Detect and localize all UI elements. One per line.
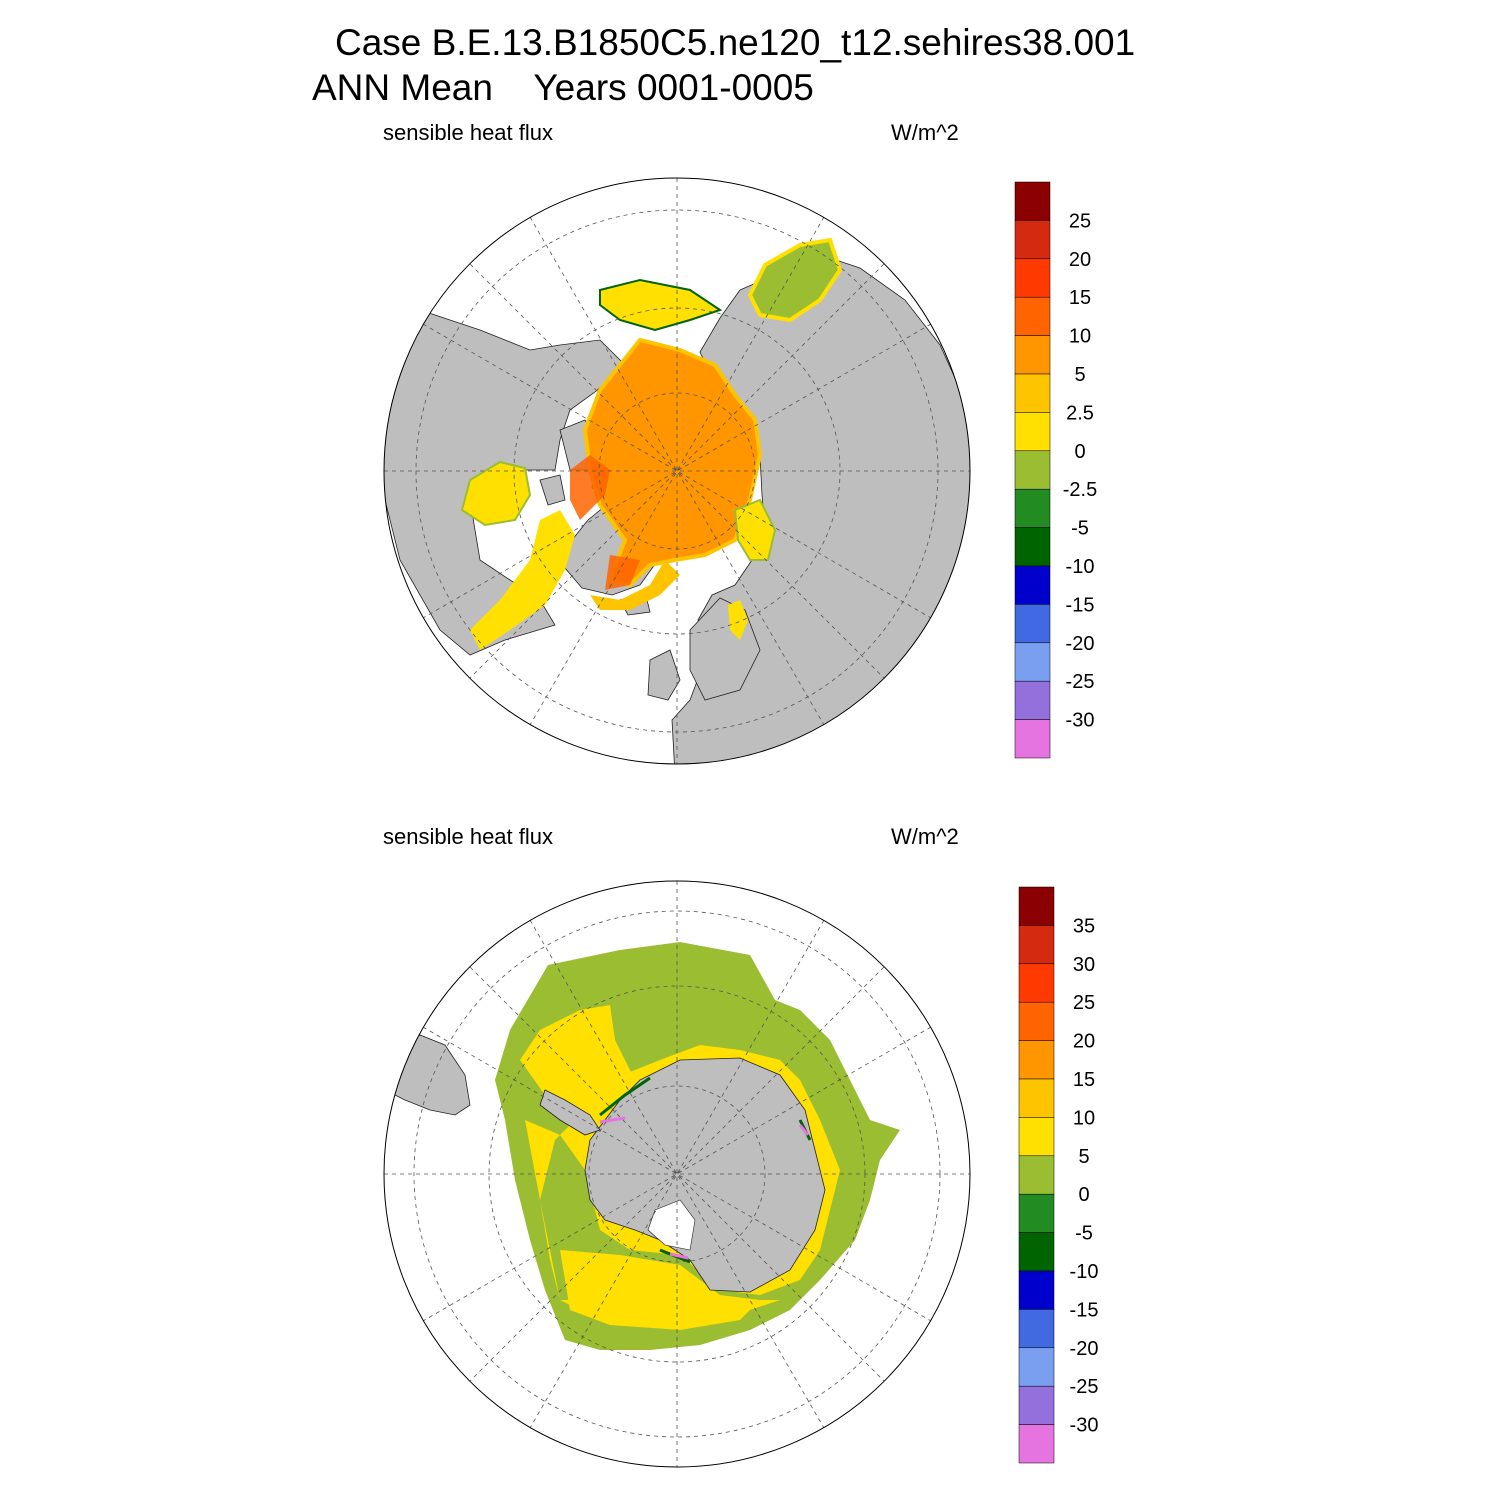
north-flux-okhotsk-sea — [747, 237, 843, 323]
south-colorbar-box — [1018, 1309, 1055, 1349]
south-colorbar-box — [1018, 1193, 1055, 1233]
north-colorbar-label: -25 — [1066, 671, 1095, 693]
south-colorbar-label: 30 — [1073, 954, 1095, 976]
south-colorbar-box — [1018, 1232, 1055, 1272]
south-colorbar-label: -5 — [1075, 1223, 1093, 1245]
south-colorbar-box — [1018, 1385, 1055, 1425]
south-graticule — [384, 881, 970, 1467]
north-colorbar-box — [1014, 373, 1051, 413]
south-colorbar-label: -25 — [1070, 1376, 1099, 1398]
north-colorbar-box — [1014, 412, 1051, 452]
north-flux-bering-sea — [599, 278, 723, 332]
north-colorbar-label: 25 — [1069, 210, 1091, 232]
north-colorbar-box — [1014, 450, 1051, 490]
north-colorbar-box — [1014, 335, 1051, 375]
north-colorbar-box — [1014, 258, 1051, 298]
north-colorbar-box — [1014, 296, 1051, 336]
south-flux-coastal-strong-negative — [599, 1116, 810, 1260]
north-colorbar-label: -15 — [1066, 594, 1095, 616]
south-panel-left-string: sensible heat flux — [383, 824, 553, 849]
north-colorbar-box — [1014, 719, 1051, 759]
north-colorbar-label: -2.5 — [1063, 479, 1097, 501]
south-flux-yellow-pacific — [560, 1250, 760, 1330]
north-colorbar-box — [1014, 181, 1051, 221]
south-colorbar-label: 10 — [1073, 1107, 1095, 1129]
north-polar-map — [384, 178, 970, 764]
north-map-border — [383, 177, 971, 765]
south-colorbar-label: -10 — [1070, 1261, 1099, 1283]
south-colorbar-box — [1018, 1270, 1055, 1310]
south-land-antarctica — [584, 1057, 826, 1293]
north-colorbar: 25 20 15 10 5 2.5 0 -2.5 -5 -10 -15 -20 -25 -30 — [1014, 181, 1097, 759]
south-colorbar-box — [1018, 1078, 1055, 1118]
north-colorbar-label: 0 — [1074, 441, 1085, 463]
north-panel-left-string: sensible heat flux — [383, 120, 553, 145]
south-colorbar-box — [1018, 1347, 1055, 1387]
north-colorbar-label: 10 — [1069, 326, 1091, 348]
south-colorbar-box — [1018, 1155, 1055, 1195]
south-colorbar-box — [1018, 1424, 1055, 1464]
south-colorbar-label: 0 — [1078, 1184, 1089, 1206]
north-flux-baltic-sea — [728, 600, 748, 640]
north-flux-greenland-sea — [590, 560, 680, 610]
south-colorbar: 35 30 25 20 15 10 5 0 -5 -10 -15 -20 -25 -30 — [1018, 886, 1099, 1464]
south-panel-units: W/m^2 — [891, 824, 959, 849]
north-colorbar-label: -5 — [1071, 518, 1089, 540]
south-ice-ross-shelf — [647, 1199, 696, 1251]
south-colorbar-label: 15 — [1073, 1069, 1095, 1091]
south-colorbar-box — [1018, 886, 1055, 926]
south-colorbar-box — [1018, 1001, 1055, 1041]
south-colorbar-box — [1018, 925, 1055, 965]
north-flux-arctic-edge — [570, 455, 640, 590]
north-colorbar-box — [1014, 680, 1051, 720]
north-colorbar-label: -30 — [1066, 710, 1095, 732]
south-colorbar-label: 35 — [1073, 915, 1095, 937]
south-colorbar-label: -30 — [1070, 1415, 1099, 1437]
south-polar-map — [384, 881, 970, 1467]
north-flux-hudson-bay — [460, 460, 532, 527]
north-colorbar-label: -20 — [1066, 633, 1095, 655]
south-colorbar-label: 20 — [1073, 1031, 1095, 1053]
north-graticule — [384, 178, 970, 764]
south-colorbar-label: -20 — [1070, 1338, 1099, 1360]
south-colorbar-label: 25 — [1073, 992, 1095, 1014]
south-colorbar-box — [1018, 1117, 1055, 1157]
south-colorbar-label: -15 — [1070, 1299, 1099, 1321]
north-colorbar-box — [1014, 565, 1051, 605]
south-map-border — [383, 880, 971, 1468]
south-colorbar-box — [1018, 1040, 1055, 1080]
north-colorbar-box — [1014, 527, 1051, 567]
north-colorbar-label: 5 — [1074, 364, 1085, 386]
figure-title-line-1: Case B.E.13.B1850C5.ne120_t12.sehires38.… — [335, 22, 1136, 63]
north-colorbar-box — [1014, 220, 1051, 260]
figure-title-line-2: ANN Mean Years 0001-0005 — [312, 67, 814, 108]
north-panel-units: W/m^2 — [891, 120, 959, 145]
south-colorbar-box — [1018, 963, 1055, 1003]
north-colorbar-label: 15 — [1069, 287, 1091, 309]
north-colorbar-box — [1014, 604, 1051, 644]
north-colorbar-label: 2.5 — [1066, 402, 1094, 424]
north-flux-barents-sea — [733, 498, 777, 561]
north-colorbar-label: -10 — [1066, 556, 1095, 578]
north-colorbar-box — [1014, 488, 1051, 528]
north-colorbar-label: 20 — [1069, 249, 1091, 271]
south-colorbar-label: 5 — [1078, 1146, 1089, 1168]
north-colorbar-box — [1014, 642, 1051, 682]
